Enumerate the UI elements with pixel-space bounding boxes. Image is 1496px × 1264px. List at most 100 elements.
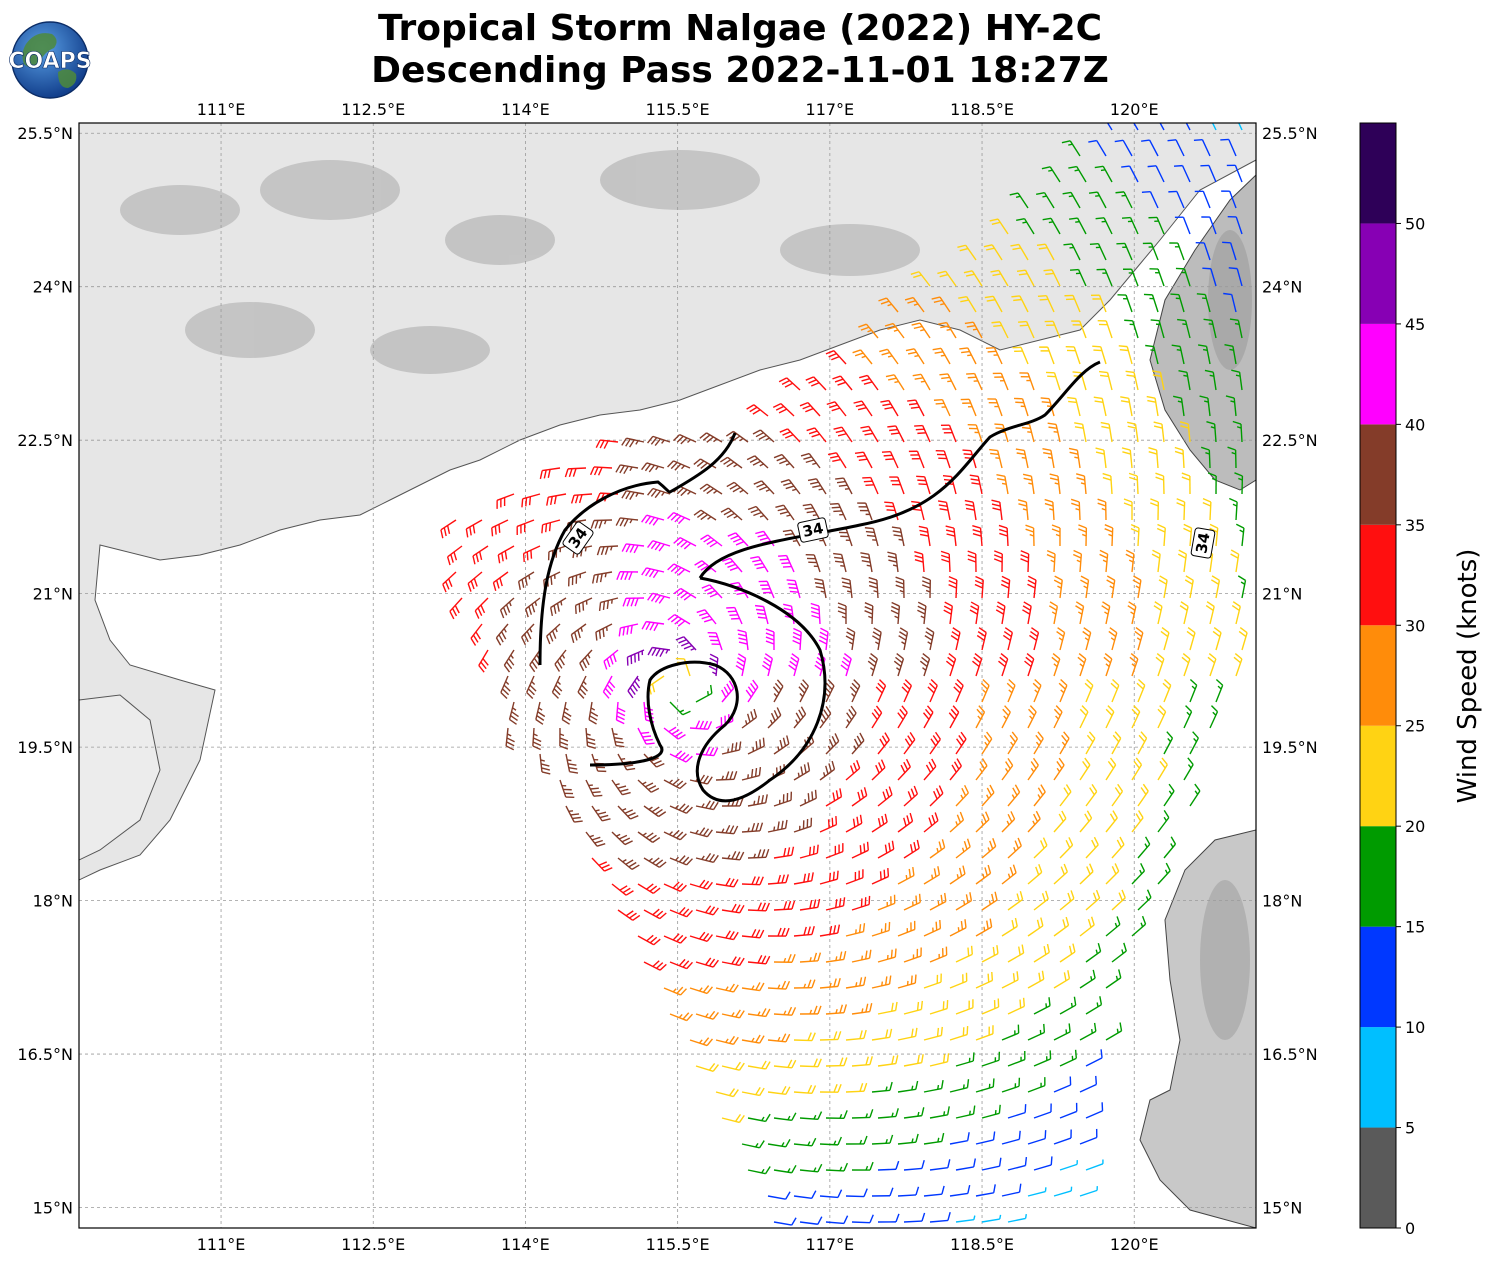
wind-barb	[897, 1080, 919, 1093]
wind-barb	[1002, 627, 1013, 651]
colorbar-bin	[1360, 725, 1396, 827]
wind-barb	[470, 623, 483, 646]
wind-barb	[1053, 970, 1071, 989]
wind-barb	[647, 435, 671, 446]
wind-barb	[1151, 370, 1165, 391]
lat-tick-left: 25.5°N	[17, 124, 73, 143]
wind-barb	[570, 493, 593, 504]
wind-barb	[1079, 1022, 1097, 1041]
lat-tick-right: 25.5°N	[1262, 124, 1318, 143]
wind-barb	[1069, 217, 1087, 235]
wind-barb	[615, 701, 626, 725]
wind-barb	[1131, 862, 1146, 885]
wind-barb	[877, 948, 897, 963]
wind-barb	[1105, 1022, 1123, 1041]
wind-barb	[940, 424, 957, 443]
wind-barb	[1205, 601, 1215, 625]
wind-barb	[673, 587, 697, 601]
wind-barb	[1053, 916, 1070, 937]
wind-barb	[1181, 472, 1191, 495]
taiwan-land	[1149, 174, 1256, 491]
wind-barb	[1017, 499, 1029, 521]
wind-barb	[929, 731, 941, 755]
wind-barb	[903, 1107, 925, 1119]
lon-tick-top: 114°E	[501, 100, 550, 119]
wind-barb	[903, 893, 921, 911]
wind-barb	[1027, 864, 1043, 885]
wind-barb	[663, 726, 686, 740]
wind-barb	[1230, 549, 1240, 573]
wind-barb	[1204, 369, 1217, 391]
wind-barb	[845, 627, 856, 651]
wind-barb	[1085, 943, 1102, 963]
wind-barb	[949, 919, 967, 937]
wind-barb	[910, 271, 931, 287]
wind-barb	[596, 545, 619, 556]
wind-barb	[1085, 731, 1096, 755]
wind-barb	[980, 679, 990, 703]
wind-barb	[1232, 420, 1243, 443]
wind-barb	[667, 563, 691, 576]
wind-barb	[1179, 421, 1191, 443]
wind-barb	[767, 1191, 791, 1200]
wind-barb	[957, 244, 977, 261]
wind-barb	[1001, 917, 1018, 937]
wind-barb	[884, 501, 899, 521]
wind-barb	[773, 1112, 797, 1122]
wind-barb	[1131, 705, 1141, 729]
wind-barb	[1011, 295, 1029, 313]
wind-barb	[1016, 269, 1035, 287]
wind-barb	[1067, 396, 1081, 417]
wind-barb	[981, 998, 1000, 1015]
wind-barb	[1079, 1186, 1098, 1197]
wind-barb	[1036, 243, 1055, 261]
wind-barb	[695, 800, 719, 811]
wind-barb	[851, 841, 869, 859]
wind-barb	[972, 653, 983, 677]
wind-barb	[521, 623, 535, 646]
wind-barb	[949, 1026, 969, 1041]
wind-barb	[721, 903, 745, 914]
wind-barb	[741, 766, 762, 781]
wind-barb	[1117, 294, 1133, 313]
wind-barb	[1145, 344, 1159, 365]
wind-barb	[1033, 1156, 1053, 1171]
wind-barb	[829, 502, 847, 521]
wind-barb	[673, 537, 697, 550]
wind-barb	[1235, 523, 1245, 547]
wind-barb	[1010, 243, 1029, 261]
wind-barb	[1105, 916, 1121, 937]
wind-barb	[621, 437, 645, 448]
wind-barb	[1106, 575, 1116, 599]
wind-barb	[1007, 891, 1024, 911]
wind-barb	[1065, 345, 1081, 365]
colorbar-tick-label: 15	[1405, 918, 1425, 937]
wind-barb	[975, 864, 992, 885]
lon-tick-bottom: 114°E	[501, 1235, 550, 1254]
wind-barb	[877, 1108, 899, 1119]
wind-barb	[1027, 810, 1041, 833]
wind-barb	[1072, 549, 1083, 573]
wind-barb	[1105, 757, 1117, 781]
wind-barb	[746, 404, 769, 417]
wind-barb	[901, 679, 913, 703]
wind-barb	[864, 602, 874, 625]
wind-barb	[577, 675, 588, 699]
wind-barb	[923, 758, 937, 781]
wind-barb	[1103, 653, 1113, 677]
wind-barb	[767, 819, 788, 833]
wind-barb	[1059, 731, 1070, 755]
wind-barb	[964, 499, 977, 521]
wind-barb	[1007, 997, 1025, 1015]
wind-barb	[721, 797, 744, 807]
wind-barb	[998, 653, 1009, 677]
lat-tick-left: 24°N	[33, 278, 73, 297]
wind-barb	[923, 866, 941, 885]
lat-ticks-right: 25.5°N 24°N 22.5°N 21°N 19.5°N 18°N 16.5°N 15°N	[1262, 124, 1318, 1217]
wind-barb	[1032, 679, 1042, 703]
wind-barb	[955, 999, 974, 1015]
wind-barb	[958, 295, 977, 313]
wind-barb	[1226, 164, 1243, 183]
wind-barb	[532, 727, 542, 751]
wind-barb	[1177, 318, 1191, 339]
